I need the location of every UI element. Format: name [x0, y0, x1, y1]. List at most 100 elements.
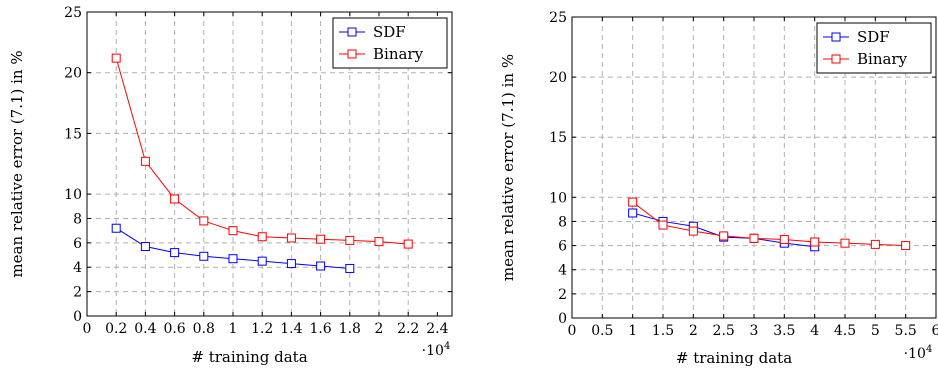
- data-point: [870, 239, 880, 249]
- x-tick-label: 4: [810, 323, 819, 339]
- data-point: [140, 156, 150, 166]
- y-tick-label: 0: [73, 309, 82, 325]
- y-axis-label: mean relative error (7.1) in %: [499, 54, 517, 281]
- data-point: [286, 259, 296, 269]
- data-point: [170, 194, 180, 204]
- y-tick-label: 0: [558, 311, 567, 327]
- x-tick-label: 0.5: [591, 323, 613, 339]
- data-point: [901, 241, 911, 251]
- legend-box: [816, 22, 932, 74]
- legend-marker: [831, 32, 841, 42]
- y-tick-label: 2: [558, 287, 567, 303]
- x-tick-label: 0.2: [105, 321, 127, 337]
- x-axis-label: # training data: [191, 348, 307, 366]
- data-point: [840, 238, 850, 248]
- y-tick-label: 8: [558, 214, 567, 230]
- plot-frame: [86, 11, 453, 317]
- legend-box: [332, 17, 448, 69]
- x-tick-label: 1.4: [280, 321, 302, 337]
- data-point: [403, 239, 413, 249]
- x-tick-label: 0: [568, 323, 577, 339]
- y-tick-label: 8: [73, 211, 82, 227]
- data-point: [140, 242, 150, 252]
- data-point: [658, 220, 668, 230]
- y-tick-label: 6: [558, 239, 567, 255]
- data-point: [749, 233, 759, 243]
- data-point: [810, 237, 820, 247]
- y-tick-label: 20: [64, 66, 82, 82]
- x-tick-label: 1.8: [339, 321, 361, 337]
- x-tick-label: 2.5: [713, 323, 735, 339]
- y-tick-label: 4: [558, 263, 567, 279]
- data-point: [628, 208, 638, 218]
- data-point: [199, 216, 209, 226]
- y-tick-label: 20: [549, 70, 567, 86]
- data-point: [628, 197, 638, 207]
- data-point: [345, 235, 355, 245]
- x-tick-label: 3.5: [773, 323, 795, 339]
- x-axis-label: # training data: [676, 349, 792, 367]
- data-point: [228, 226, 238, 236]
- x-tick-label: 0.8: [193, 321, 215, 337]
- legend-marker: [347, 49, 357, 59]
- y-axis-label: mean relative error (7.1) in %: [8, 50, 26, 277]
- y-tick-label: 15: [549, 130, 567, 146]
- legend: SDF Binary: [816, 22, 932, 74]
- x-tick-label: 1: [628, 323, 637, 339]
- x-tick-label: 1: [229, 321, 238, 337]
- x-tick-label: 1.2: [251, 321, 273, 337]
- data-point: [228, 254, 238, 264]
- legend-label: Binary: [373, 45, 424, 63]
- chart-panel-2: 0 0.5 1 1.5 2 2.5 3 3.5 4 4.5 5 5.5 6 0 2 4 6 8 10 15 20 25 # …: [499, 10, 938, 367]
- legend-label: Binary: [857, 50, 908, 68]
- series-line: [632, 201, 906, 247]
- y-tick-label: 10: [64, 187, 82, 203]
- y-tick-label: 6: [73, 236, 82, 252]
- x-tick-label: 6: [932, 323, 938, 339]
- x-scale-label: ·104: [422, 341, 451, 359]
- x-tick-label: 2: [375, 321, 384, 337]
- x-tick-label: 2.2: [397, 321, 419, 337]
- y-tick-label: 15: [64, 126, 82, 142]
- x-tick-label: 2.4: [426, 321, 448, 337]
- y-tick-label: 10: [549, 190, 567, 206]
- x-tick-label: 5: [871, 323, 880, 339]
- legend-marker: [347, 27, 357, 37]
- legend-marker: [831, 54, 841, 64]
- y-tick-label: 25: [64, 5, 82, 21]
- data-point: [286, 233, 296, 243]
- y-tick-label: 2: [73, 285, 82, 301]
- data-point: [111, 53, 121, 63]
- data-point: [688, 226, 698, 236]
- x-tick-label: 0.6: [163, 321, 185, 337]
- x-scale-label: ·104: [904, 344, 933, 362]
- series-binary: [628, 197, 911, 251]
- x-tick-label: 2: [689, 323, 698, 339]
- chart-panel-1: 0 0.2 0.4 0.6 0.8 1 1.2 1.4 1.6 1.8 2 2.2 2.4 0 2 4 6 8 10…: [8, 5, 453, 366]
- data-point: [316, 234, 326, 244]
- x-tick-label: 0.4: [134, 321, 156, 337]
- x-tick-label: 1.6: [309, 321, 331, 337]
- data-point: [779, 235, 789, 245]
- legend: SDF Binary: [332, 17, 448, 69]
- data-point: [345, 263, 355, 273]
- data-point: [199, 251, 209, 261]
- x-tick-label: 1.5: [652, 323, 674, 339]
- data-point: [719, 231, 729, 241]
- legend-label: SDF: [857, 28, 890, 46]
- data-point: [374, 237, 384, 247]
- series-binary: [111, 53, 413, 249]
- data-point: [316, 261, 326, 271]
- x-tick-label: 4.5: [834, 323, 856, 339]
- data-point: [257, 232, 267, 242]
- data-point: [257, 256, 267, 266]
- legend-label: SDF: [373, 23, 406, 41]
- series-sdf: [111, 223, 355, 273]
- y-tick-label: 25: [549, 10, 567, 26]
- x-tick-label: 5.5: [895, 323, 917, 339]
- x-tick-label: 0: [83, 321, 92, 337]
- data-point: [111, 223, 121, 233]
- y-tick-label: 4: [73, 260, 82, 276]
- data-point: [170, 248, 180, 258]
